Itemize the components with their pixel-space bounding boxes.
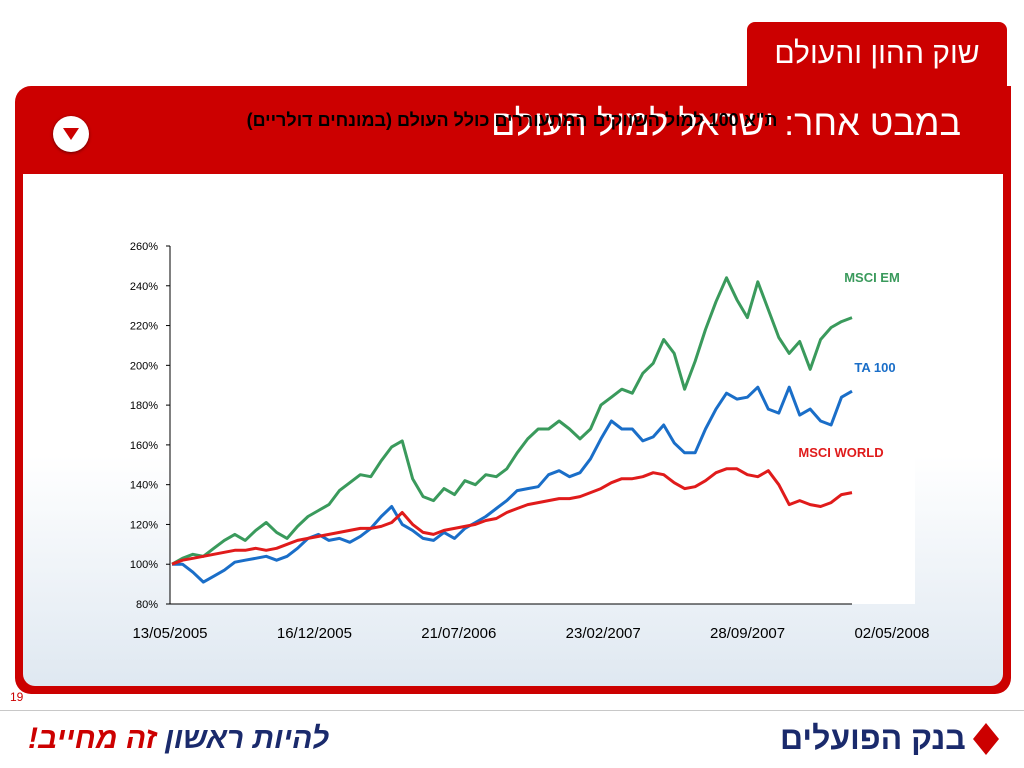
x-tick-label: 13/05/2005: [132, 625, 207, 642]
title-bar: במבט אחר: ישראל למול העולם: [15, 86, 1011, 174]
menu-button[interactable]: [53, 116, 89, 152]
series-label-1: TA 100: [854, 360, 895, 375]
section-title: שוק ההון והעולם: [774, 37, 980, 70]
slide-title: במבט אחר: ישראל למול העולם: [490, 102, 961, 143]
y-tick-label: 100%: [130, 559, 158, 571]
x-tick-label: 21/07/2006: [421, 625, 496, 642]
y-tick-label: 220%: [130, 321, 158, 333]
x-tick-label: 28/09/2007: [710, 625, 785, 642]
x-tick-label: 02/05/2008: [854, 625, 929, 642]
section-tab: שוק ההון והעולם: [747, 22, 1007, 86]
plot-area: [170, 246, 915, 604]
series-line-1: [172, 385, 853, 584]
y-tick-label: 240%: [130, 281, 158, 293]
slogan: להיות ראשון זה מחייב!: [28, 722, 329, 756]
chart-title: ת"א 100 למול השווקים המתעוררים כולל העול…: [246, 110, 778, 130]
x-tick-label: 16/12/2005: [277, 625, 352, 642]
page-number: 19: [10, 690, 24, 704]
bank-logo-icon: [973, 723, 999, 755]
series-line-0: [171, 276, 853, 566]
bank-name: בנק הפועלים: [780, 720, 966, 756]
footer-divider: [0, 710, 1024, 711]
series-label-0: MSCI EM: [844, 270, 900, 285]
triangle-down-icon: [63, 128, 79, 140]
y-tick-label: 200%: [130, 360, 158, 372]
series-line-2: [171, 467, 853, 566]
x-tick-label: 23/02/2007: [566, 625, 641, 642]
series-label-2: MSCI WORLD: [798, 445, 883, 460]
y-tick-label: 160%: [130, 440, 158, 452]
y-tick-label: 140%: [130, 480, 158, 492]
y-tick-label: 180%: [130, 400, 158, 412]
y-tick-label: 80%: [136, 599, 158, 611]
y-tick-label: 260%: [130, 241, 158, 253]
y-tick-label: 120%: [130, 519, 158, 531]
slogan-highlight: זה מחייב!: [28, 722, 157, 755]
slogan-text: להיות ראשון: [164, 722, 330, 755]
